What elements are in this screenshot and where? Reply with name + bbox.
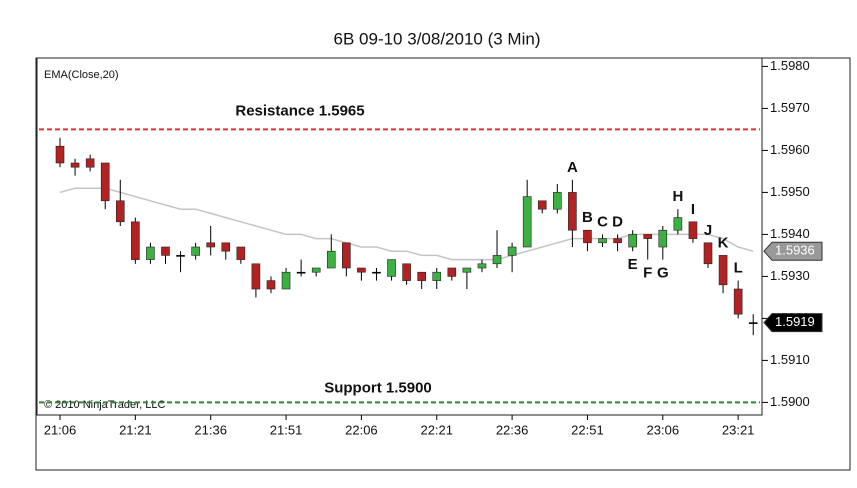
candle-body: [85, 158, 95, 168]
candle-body: [718, 255, 728, 286]
candle-body: [296, 271, 306, 274]
point-label: B: [582, 209, 593, 226]
ema-line: [59, 187, 754, 261]
point-label: J: [704, 222, 712, 239]
candle-body: [748, 322, 758, 324]
x-tick-label: 21:36: [194, 422, 227, 437]
candle-body: [281, 271, 291, 290]
candle-body: [206, 242, 215, 248]
x-tick-label: 21:51: [270, 422, 303, 437]
y-tick-label: 1.5940: [770, 226, 810, 241]
candle-body: [447, 267, 457, 277]
x-tick-label: 23:21: [722, 422, 755, 437]
candle-body: [311, 267, 321, 273]
price-marker: [763, 241, 823, 261]
x-tick-label: 22:21: [420, 422, 453, 437]
candle-body: [553, 192, 562, 210]
candle-body: [115, 200, 125, 223]
x-tick-label: 21:06: [44, 422, 77, 437]
reference-label: Support 1.5900: [324, 379, 432, 396]
y-tick-label: 1.5970: [770, 100, 810, 115]
candle-body: [688, 221, 698, 239]
candle-body: [643, 234, 653, 239]
x-tick-label: 22:36: [496, 422, 529, 437]
x-tick-label: 23:06: [647, 422, 680, 437]
x-tick-label: 21:21: [119, 422, 152, 437]
candle-body: [673, 217, 683, 231]
candle-body: [357, 267, 366, 273]
point-label: E: [628, 256, 638, 273]
candle-body: [733, 288, 743, 315]
candle-body: [372, 271, 381, 274]
candle-body: [176, 255, 185, 257]
candle-body: [703, 242, 713, 265]
candle-body: [462, 267, 472, 273]
candle-body: [583, 229, 592, 244]
candle-body: [191, 246, 200, 256]
reference-label: Resistance 1.5965: [235, 102, 364, 119]
candle-body: [70, 162, 80, 168]
point-label: C: [597, 213, 608, 230]
candle-body: [477, 263, 487, 269]
candle-body: [342, 242, 351, 269]
candle-body: [613, 238, 622, 244]
y-tick-label: 1.5950: [770, 184, 810, 199]
y-tick-label: 1.5980: [770, 58, 810, 73]
candle-body: [417, 271, 426, 281]
price-marker-label: 1.5936: [775, 243, 815, 258]
y-tick-label: 1.5930: [770, 268, 810, 283]
price-marker: [763, 313, 823, 333]
chart-title: 6B 09-10 3/08/2010 (3 Min): [334, 29, 541, 48]
candle-body: [161, 246, 170, 256]
x-tick-label: 22:51: [571, 422, 604, 437]
candle-body: [507, 246, 517, 256]
candle-body: [387, 259, 396, 277]
candle-body: [492, 255, 502, 265]
point-label: D: [612, 213, 623, 230]
candle-body: [402, 263, 411, 281]
y-tick-label: 1.5960: [770, 142, 810, 157]
copyright: © 2010 NinjaTrader, LLC: [44, 399, 165, 411]
plot-frame: [36, 57, 763, 416]
point-label: A: [567, 159, 578, 176]
candle-body: [100, 162, 110, 202]
candle-body: [432, 271, 442, 281]
candle-body: [568, 192, 577, 231]
candle-body: [131, 221, 140, 260]
candle-body: [55, 145, 65, 164]
price-marker-label: 1.5919: [775, 314, 815, 329]
y-tick-label: 1.5900: [770, 394, 810, 409]
candle-body: [598, 238, 607, 244]
point-label: G: [657, 265, 669, 282]
point-label: K: [718, 234, 729, 251]
point-label: F: [643, 265, 652, 282]
candle-body: [251, 263, 261, 290]
candle-body: [628, 234, 637, 248]
candle-body: [221, 242, 231, 252]
point-label: I: [691, 201, 695, 218]
candle-body: [146, 246, 155, 260]
candle-body: [236, 246, 246, 260]
candle-body: [326, 250, 336, 269]
candle-body: [537, 200, 547, 210]
x-tick-label: 22:06: [345, 422, 378, 437]
point-label: H: [672, 188, 683, 205]
candle-body: [658, 229, 668, 248]
candle-body: [522, 196, 532, 248]
indicator-name: EMA(Close,20): [44, 69, 119, 81]
y-tick-label: 1.5910: [770, 352, 810, 367]
candle-body: [266, 280, 276, 290]
point-label: L: [734, 260, 743, 277]
